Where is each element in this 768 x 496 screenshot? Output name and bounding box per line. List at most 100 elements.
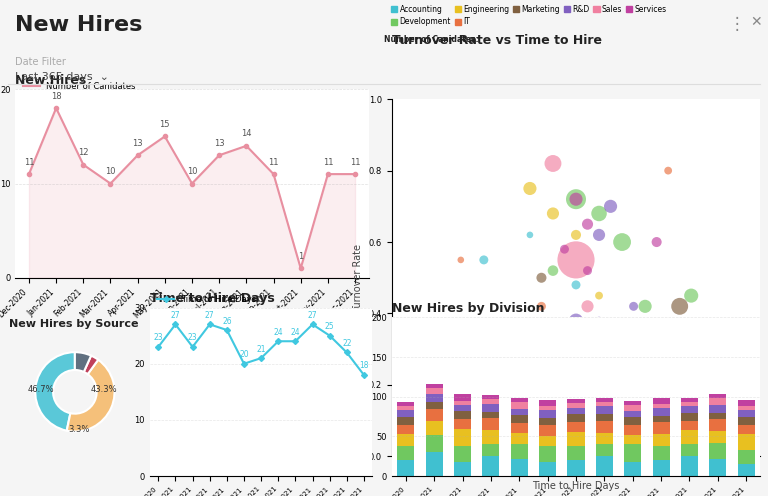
Bar bbox=[624, 411, 641, 418]
Bar bbox=[737, 450, 755, 464]
Bar bbox=[511, 402, 528, 409]
Point bbox=[662, 167, 674, 175]
Bar bbox=[568, 414, 584, 422]
Bar bbox=[482, 412, 499, 418]
Bar bbox=[539, 400, 556, 406]
Bar bbox=[568, 446, 584, 460]
Bar bbox=[568, 408, 584, 414]
Bar bbox=[737, 410, 755, 417]
Bar bbox=[681, 398, 698, 402]
Text: 23: 23 bbox=[188, 333, 197, 342]
Point bbox=[489, 434, 502, 442]
Bar bbox=[397, 460, 415, 476]
Text: 23: 23 bbox=[154, 333, 163, 342]
Bar bbox=[624, 405, 641, 411]
Point bbox=[731, 424, 743, 432]
Point bbox=[616, 238, 628, 246]
Bar bbox=[397, 406, 415, 410]
Bar bbox=[397, 417, 415, 425]
Point bbox=[593, 316, 605, 324]
Bar bbox=[425, 452, 442, 476]
Point bbox=[558, 245, 571, 253]
Bar bbox=[397, 402, 415, 406]
Wedge shape bbox=[35, 352, 74, 431]
Bar bbox=[596, 421, 613, 433]
Bar bbox=[653, 460, 670, 476]
Bar bbox=[681, 430, 698, 444]
Bar bbox=[397, 434, 415, 446]
Bar bbox=[596, 456, 613, 476]
Point bbox=[570, 388, 582, 396]
Point bbox=[570, 195, 582, 203]
Bar bbox=[710, 413, 727, 419]
Bar bbox=[539, 446, 556, 462]
Text: 22: 22 bbox=[342, 339, 352, 348]
Text: 27: 27 bbox=[308, 311, 317, 320]
Point bbox=[616, 374, 628, 382]
Text: 21: 21 bbox=[257, 345, 266, 354]
Point bbox=[570, 281, 582, 289]
Point bbox=[593, 345, 605, 353]
Bar bbox=[737, 417, 755, 425]
Bar bbox=[681, 456, 698, 476]
Text: 3.3%: 3.3% bbox=[68, 425, 90, 434]
Bar bbox=[737, 400, 755, 406]
Point bbox=[547, 160, 559, 168]
Text: 26: 26 bbox=[222, 316, 232, 325]
Point bbox=[455, 256, 467, 264]
Bar bbox=[539, 462, 556, 476]
Bar bbox=[425, 384, 442, 388]
Bar bbox=[568, 403, 584, 408]
Legend: Time to Hire Days: Time to Hire Days bbox=[154, 292, 259, 307]
Text: 13: 13 bbox=[214, 139, 224, 148]
Bar bbox=[710, 405, 727, 413]
Bar bbox=[511, 459, 528, 476]
Bar bbox=[511, 415, 528, 423]
Bar bbox=[539, 436, 556, 446]
Text: 46.7%: 46.7% bbox=[28, 385, 55, 394]
Point bbox=[581, 220, 594, 228]
Bar bbox=[681, 413, 698, 421]
Bar bbox=[539, 410, 556, 418]
Point bbox=[639, 417, 651, 425]
Bar bbox=[624, 426, 641, 435]
Bar bbox=[511, 444, 528, 459]
Text: 27: 27 bbox=[205, 311, 214, 320]
Bar bbox=[710, 431, 727, 443]
Text: 24: 24 bbox=[290, 328, 300, 337]
Point bbox=[570, 256, 582, 264]
Text: 25: 25 bbox=[325, 322, 334, 331]
Bar bbox=[568, 460, 584, 476]
Bar bbox=[596, 433, 613, 444]
Point bbox=[535, 274, 548, 282]
Bar bbox=[624, 444, 641, 462]
Text: ⋮: ⋮ bbox=[729, 15, 746, 33]
X-axis label: Time to Hire Days: Time to Hire Days bbox=[532, 481, 620, 491]
Bar bbox=[425, 421, 442, 435]
Bar bbox=[425, 394, 442, 402]
Wedge shape bbox=[84, 356, 98, 374]
Bar bbox=[454, 462, 471, 476]
Bar bbox=[710, 419, 727, 431]
Point bbox=[604, 202, 617, 210]
Text: 10: 10 bbox=[187, 167, 197, 176]
Bar bbox=[737, 406, 755, 410]
Bar bbox=[511, 398, 528, 402]
Text: Number of Canidates:: Number of Canidates: bbox=[384, 35, 479, 44]
Bar bbox=[710, 443, 727, 459]
Bar bbox=[710, 394, 727, 398]
Bar bbox=[596, 398, 613, 402]
Bar bbox=[539, 425, 556, 436]
Point bbox=[478, 256, 490, 264]
Bar bbox=[454, 446, 471, 462]
Text: 18: 18 bbox=[359, 362, 369, 371]
Bar bbox=[397, 446, 415, 460]
Legend: Number of Canidates: Number of Canidates bbox=[19, 78, 139, 94]
Point bbox=[581, 303, 594, 310]
Text: ✕: ✕ bbox=[750, 15, 763, 29]
Point bbox=[397, 410, 409, 418]
Point bbox=[570, 231, 582, 239]
Point bbox=[547, 209, 559, 217]
Text: 11: 11 bbox=[268, 158, 279, 167]
Bar bbox=[653, 422, 670, 434]
